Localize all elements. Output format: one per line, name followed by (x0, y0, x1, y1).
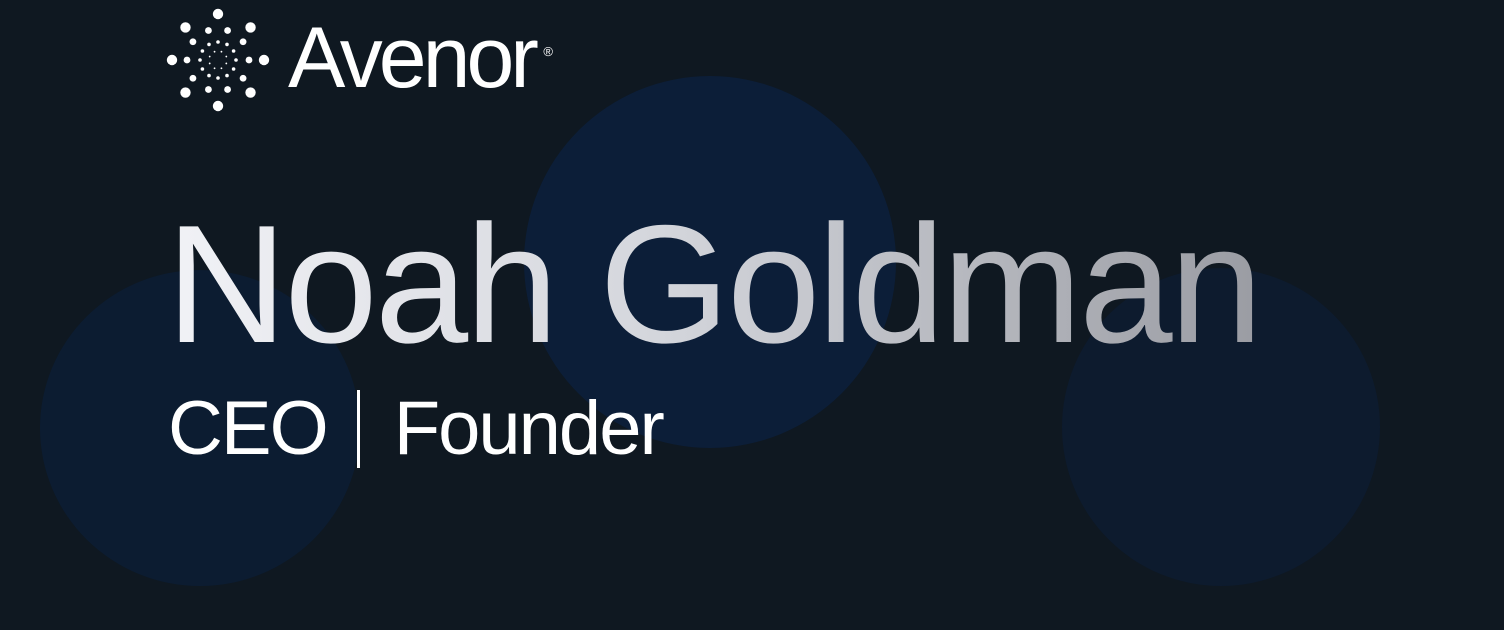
logo-dot (212, 8, 224, 20)
logo-dot (198, 58, 202, 62)
logo-dot (208, 55, 211, 58)
logo-dot (224, 27, 231, 34)
logo-dot (231, 49, 236, 53)
logo-dot (200, 67, 205, 71)
person-title: CEO (168, 386, 329, 471)
logo-dot (213, 67, 216, 70)
logo-dot (189, 38, 197, 46)
background-circle-center (524, 76, 896, 448)
background-circle-left (40, 270, 360, 586)
logo-dot (207, 42, 211, 47)
logo-dot (258, 54, 270, 66)
brand-wordmark: Avenor ® (288, 15, 553, 101)
logo-dot (224, 86, 231, 93)
logo-dot (225, 55, 228, 58)
logo-dot (183, 56, 191, 64)
person-roles: CEO Founder (168, 386, 665, 471)
logo-dot (225, 73, 229, 78)
logo-dot (205, 86, 212, 93)
logo-dot (231, 67, 236, 71)
logo-dot (180, 22, 191, 33)
logo-dot (212, 100, 224, 112)
logo-dot (220, 67, 223, 70)
logo-dot (239, 38, 247, 46)
brand-name: Avenor (288, 10, 539, 106)
logo-dot (166, 54, 178, 66)
brand-logo: Avenor ® (162, 4, 553, 116)
person-role: Founder (393, 386, 665, 471)
logo-dot (180, 87, 191, 98)
radial-dots-logo-icon (166, 8, 270, 112)
logo-dot (225, 62, 228, 65)
logo-dot (220, 50, 223, 53)
logo-dot (239, 74, 247, 82)
logo-dot (225, 42, 229, 47)
logo-dot (200, 49, 205, 53)
logo-dot (216, 76, 220, 80)
logo-dot (208, 62, 211, 65)
logo-dot (205, 27, 212, 34)
logo-dot (245, 22, 256, 33)
logo-dot (207, 73, 211, 78)
registered-trademark: ® (543, 44, 553, 59)
logo-dot (245, 87, 256, 98)
logo-dot (234, 58, 238, 62)
person-name: Noah Goldman (166, 190, 1263, 378)
background-circle-right (1062, 268, 1380, 586)
logo-dot (213, 50, 216, 53)
logo-dot (245, 56, 253, 64)
logo-dot (216, 40, 220, 44)
logo-dot (189, 74, 197, 82)
role-divider (356, 390, 360, 468)
